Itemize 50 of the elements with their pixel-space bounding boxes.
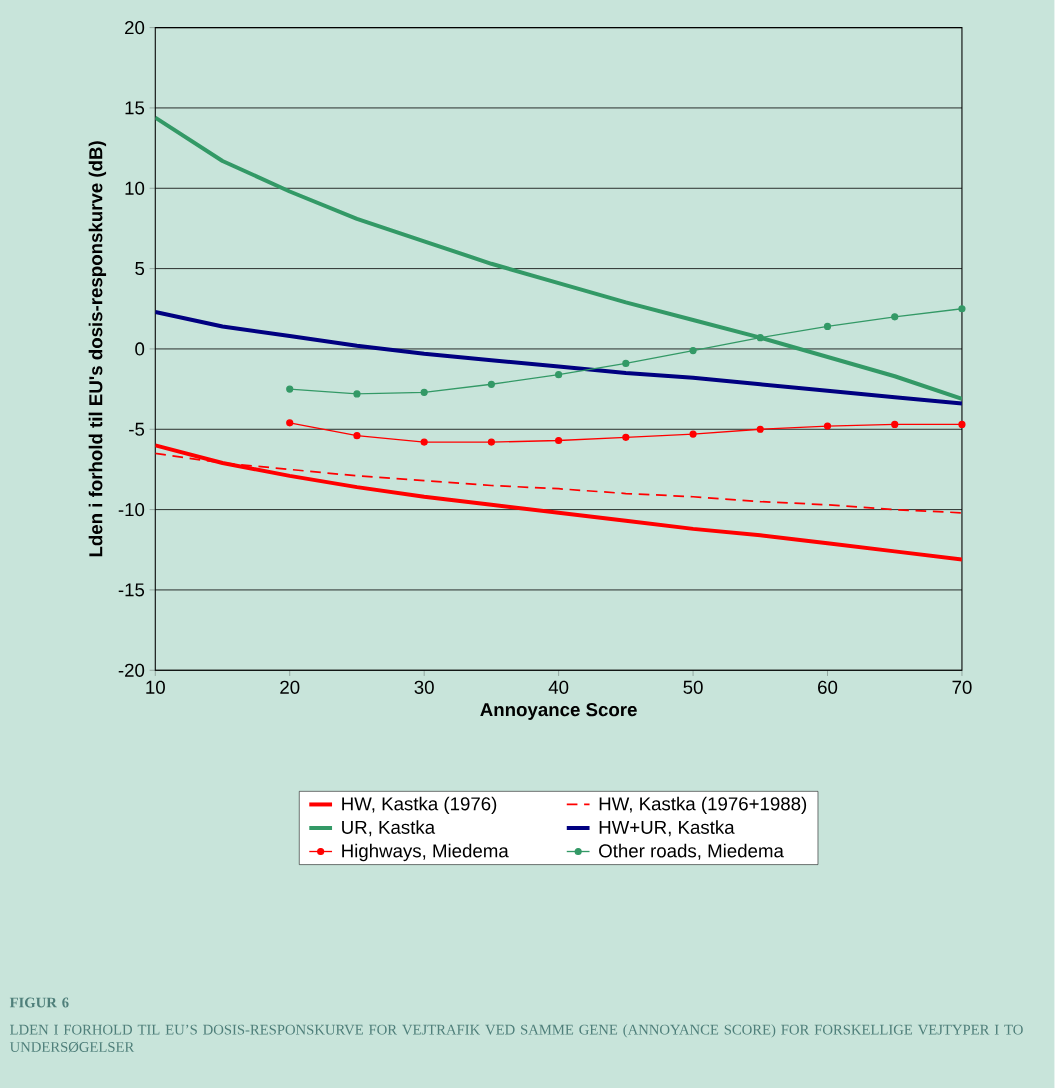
point bbox=[622, 433, 630, 441]
point bbox=[891, 313, 899, 321]
y-tick-label: 5 bbox=[135, 262, 145, 276]
text: LDEN I FORHOLD TIL EU’S DOSIS-RESPONSKURVE FOR VEJTRAFIK VED SAMME GENE (ANNOYANCE SCORE) FOR FORSKELLIGE VEJTYPER I TO UNDERSØGELSER bbox=[10, 1024, 1023, 1053]
point bbox=[420, 438, 428, 446]
point bbox=[420, 388, 428, 396]
x-tick-label: 70 bbox=[952, 680, 972, 694]
y-tick-label: 20 bbox=[125, 20, 145, 35]
point bbox=[756, 425, 765, 433]
point bbox=[622, 359, 630, 367]
point bbox=[756, 334, 765, 342]
point bbox=[689, 346, 697, 355]
y-axis-title: Lden i forhold til EU's dosis-responskurve (dB) bbox=[88, 141, 107, 557]
point bbox=[353, 432, 361, 440]
x-tick-label: 30 bbox=[414, 680, 434, 694]
y-tick-label: -15 bbox=[118, 583, 145, 597]
point bbox=[353, 390, 361, 398]
point bbox=[555, 371, 563, 379]
legend-label: Other roads, Miedema bbox=[599, 843, 785, 860]
point bbox=[555, 436, 563, 445]
legend-label: HW+UR, Kastka bbox=[599, 820, 735, 837]
point bbox=[286, 385, 294, 393]
y-tick-label: 10 bbox=[125, 181, 145, 195]
x-axis-title: Annoyance Score bbox=[480, 703, 637, 720]
y-tick-label: 15 bbox=[125, 101, 145, 115]
point bbox=[487, 438, 496, 446]
point bbox=[891, 420, 899, 429]
legend-label: HW, Kastka (1976+1988) bbox=[599, 796, 807, 815]
point bbox=[286, 419, 294, 427]
x-tick-label: 40 bbox=[548, 680, 569, 694]
legend-label: HW, Kastka (1976) bbox=[342, 796, 497, 815]
line-series bbox=[155, 309, 963, 406]
y-tick-label: 0 bbox=[135, 342, 145, 356]
y-tick-label: -5 bbox=[129, 422, 145, 436]
x-tick-label: 60 bbox=[818, 680, 838, 694]
y-tick-label: -20 bbox=[118, 663, 145, 677]
point bbox=[958, 305, 966, 313]
legend-label: UR, Kastka bbox=[342, 820, 436, 837]
point bbox=[487, 380, 496, 388]
point bbox=[824, 422, 832, 430]
x-tick-label: 10 bbox=[146, 680, 166, 694]
legend-label: Highways, Miedema bbox=[342, 843, 509, 862]
text: FIGUR 6 bbox=[10, 997, 69, 1008]
line-series bbox=[155, 443, 963, 562]
point bbox=[689, 430, 697, 438]
x-tick-label: 20 bbox=[280, 680, 300, 694]
x-tick-label: 50 bbox=[683, 680, 703, 694]
y-tick-label: -10 bbox=[118, 502, 145, 517]
point bbox=[958, 420, 966, 429]
point bbox=[824, 322, 832, 331]
